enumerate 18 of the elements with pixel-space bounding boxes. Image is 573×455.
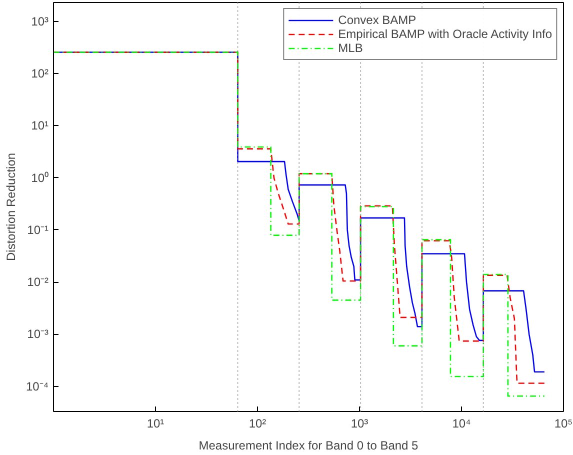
x-tick-label: 10² [248, 416, 266, 430]
y-axis-title: Distortion Reduction [4, 152, 18, 262]
x-tick-label: 10⁴ [452, 416, 471, 430]
y-tick-label: 10⁻¹ [27, 222, 49, 237]
y-tick-label: 10¹ [31, 118, 49, 133]
y-tick-label: 10⁻⁴ [26, 379, 49, 394]
y-tick-label: 10³ [31, 14, 49, 28]
y-tick-label: 10⁻³ [27, 327, 49, 342]
y-tick-label: 10⁻² [27, 275, 49, 290]
y-tick-label: 10⁰ [31, 170, 49, 185]
legend-label: MLB [338, 41, 363, 55]
x-axis-title: Measurement Index for Band 0 to Band 5 [198, 438, 419, 452]
x-tick-label: 10⁵ [554, 416, 573, 430]
x-tick-label: 10³ [350, 416, 368, 430]
legend-label: Empirical BAMP with Oracle Activity Info [338, 27, 552, 41]
x-tick-label: 10¹ [146, 416, 164, 430]
legend-label: Convex BAMP [338, 13, 416, 27]
y-tick-label: 10² [31, 66, 49, 81]
